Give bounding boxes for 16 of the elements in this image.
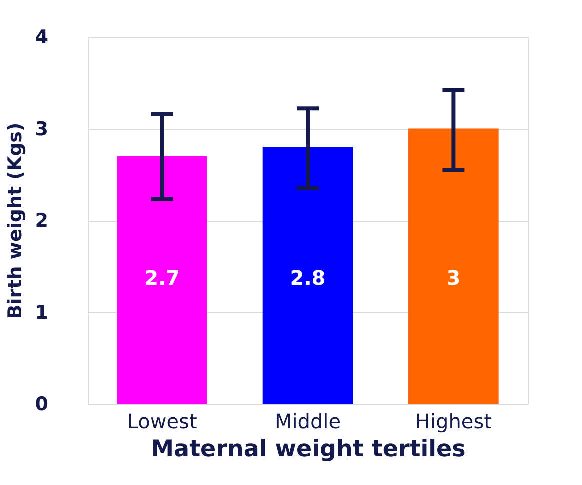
y-axis-title: Birth weight (Kgs) (4, 122, 26, 320)
y-tick-label: 0 (35, 394, 48, 416)
y-tick-label: 4 (35, 26, 48, 48)
y-tick-label: 3 (35, 118, 48, 140)
x-tick-label: Middle (274, 410, 342, 434)
y-tick-label: 2 (35, 210, 48, 232)
y-tick-label: 1 (35, 302, 48, 324)
data-label: 2.7 (144, 266, 180, 290)
bar (117, 156, 208, 404)
bar (262, 147, 354, 404)
bar (408, 128, 499, 404)
data-label: 2.8 (290, 266, 326, 290)
x-tick-label: Lowest (127, 410, 198, 434)
x-tick-label: Highest (415, 410, 492, 434)
data-label: 3 (446, 266, 461, 290)
x-axis-title: Maternal weight tertiles (151, 436, 466, 462)
